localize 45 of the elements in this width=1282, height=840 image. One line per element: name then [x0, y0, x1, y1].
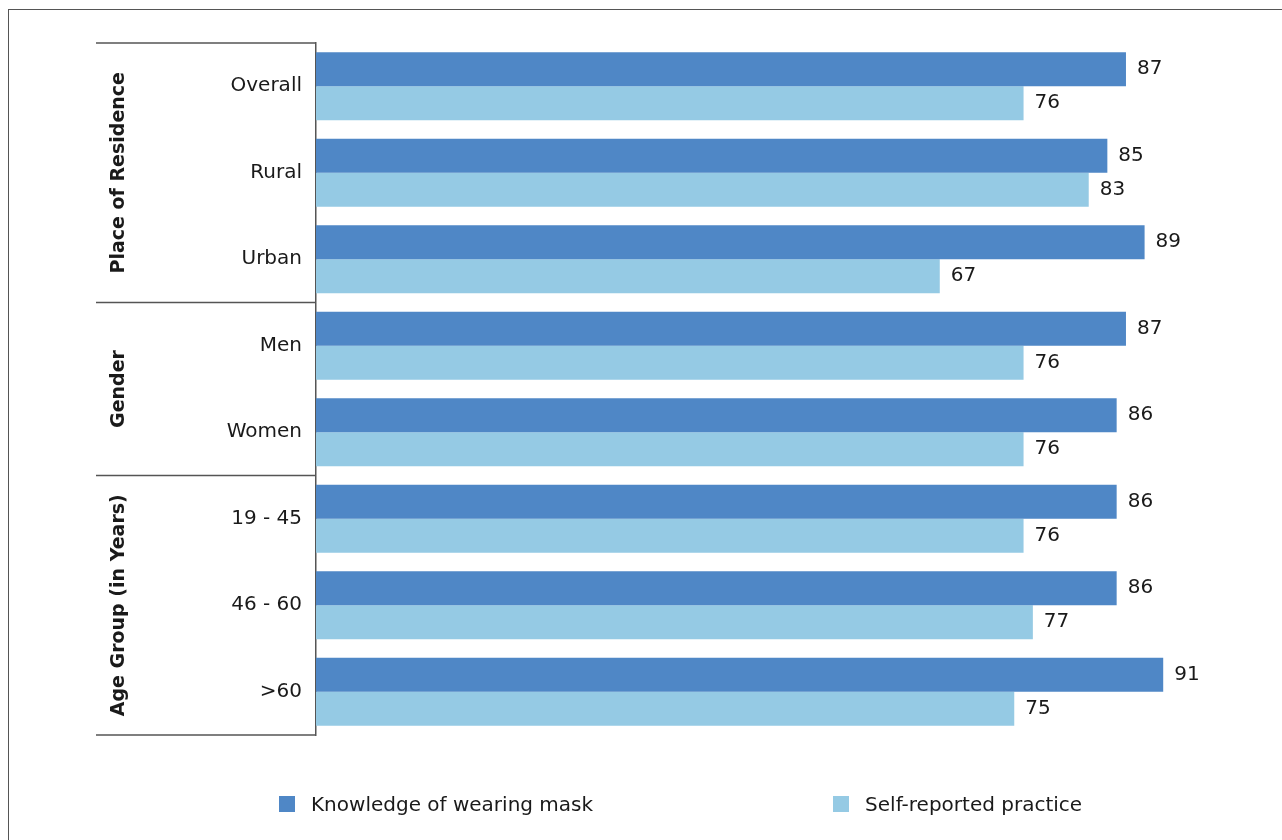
bar	[316, 172, 1089, 207]
bar	[316, 398, 1117, 433]
text: Age Group (in Years)	[105, 494, 128, 717]
data-label: 76	[1034, 521, 1061, 546]
bar	[316, 605, 1033, 640]
data-label: 86	[1127, 574, 1154, 599]
data-label: 76	[1034, 89, 1061, 114]
data-label: 86	[1127, 401, 1154, 426]
data-label: 75	[1025, 694, 1051, 719]
bar	[316, 432, 1024, 467]
text: Place of Residence	[105, 72, 128, 274]
bar	[316, 345, 1024, 380]
bar	[316, 86, 1024, 121]
legend-label: Knowledge of wearing mask	[311, 792, 594, 816]
y-tick-label: Men	[259, 331, 302, 356]
text: Gender	[105, 349, 128, 428]
bar	[316, 52, 1126, 87]
bar	[316, 259, 940, 294]
bar	[316, 657, 1164, 692]
data-label: 83	[1099, 175, 1126, 200]
data-label: 76	[1034, 348, 1061, 373]
bar	[316, 225, 1145, 260]
bar	[316, 484, 1117, 519]
data-label: 77	[1043, 608, 1070, 633]
y-tick-label: 46 - 60	[231, 591, 302, 616]
y-tick-label: Overall	[230, 72, 302, 97]
legend-label: Self-reported practice	[865, 792, 1083, 816]
bar	[316, 518, 1024, 553]
data-label: 67	[950, 262, 977, 287]
data-label: 91	[1174, 660, 1200, 685]
bar	[316, 138, 1108, 173]
y-tick-label: >60	[259, 677, 302, 702]
y-tick-label: 19 - 45	[231, 504, 302, 529]
y-tick-label: Rural	[250, 158, 302, 183]
data-label: 76	[1034, 435, 1061, 460]
data-label: 85	[1118, 141, 1144, 166]
data-label: 89	[1155, 228, 1182, 253]
bar	[316, 571, 1117, 606]
data-label: 86	[1127, 487, 1154, 512]
y-tick-label: Urban	[241, 245, 302, 270]
y-tick-label: Women	[226, 418, 302, 443]
data-label: 87	[1136, 55, 1163, 80]
bar	[316, 311, 1126, 346]
bar	[316, 691, 1015, 726]
data-label: 87	[1136, 314, 1163, 339]
